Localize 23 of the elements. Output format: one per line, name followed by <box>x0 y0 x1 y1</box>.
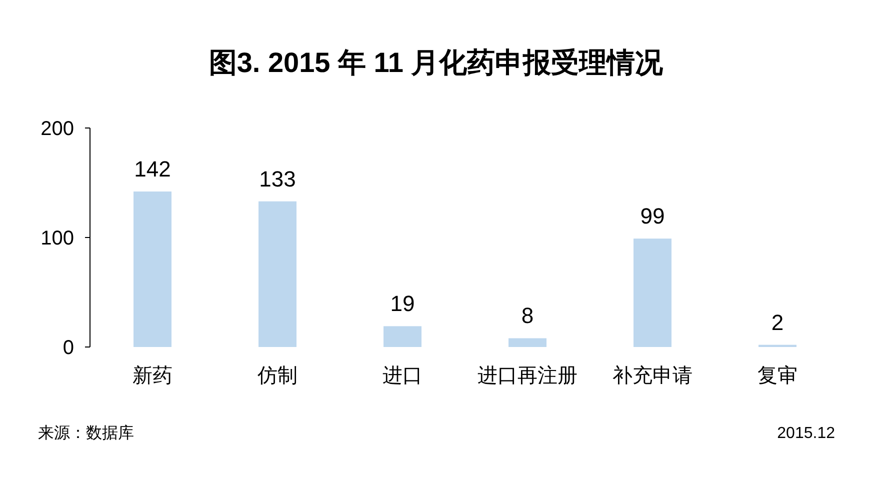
bar <box>634 238 672 347</box>
chart-title: 图3. 2015 年 11 月化药申报受理情况 <box>208 47 664 78</box>
data-label: 133 <box>259 166 296 192</box>
x-tick-label: 补充申请 <box>612 365 692 387</box>
y-tick-label: 200 <box>40 118 74 140</box>
source-note: 来源：数据库 <box>38 424 134 442</box>
y-tick-label: 100 <box>40 228 74 250</box>
x-tick-label: 仿制 <box>256 365 298 387</box>
data-label: 19 <box>390 291 415 316</box>
data-label: 8 <box>521 303 534 328</box>
bar <box>508 338 546 347</box>
x-tick-label: 新药 <box>132 365 172 387</box>
data-label: 2 <box>771 310 784 335</box>
data-label: 142 <box>134 156 171 182</box>
y-tick-label: 0 <box>62 337 74 359</box>
x-tick-label: 进口 <box>382 365 422 387</box>
bar <box>258 201 296 347</box>
bar <box>134 192 172 347</box>
text: 2015.12 <box>777 425 836 442</box>
data-label: 99 <box>640 204 665 229</box>
bar <box>384 326 422 347</box>
x-tick-label: 进口再注册 <box>478 365 578 387</box>
x-tick-label: 复审 <box>758 364 798 387</box>
